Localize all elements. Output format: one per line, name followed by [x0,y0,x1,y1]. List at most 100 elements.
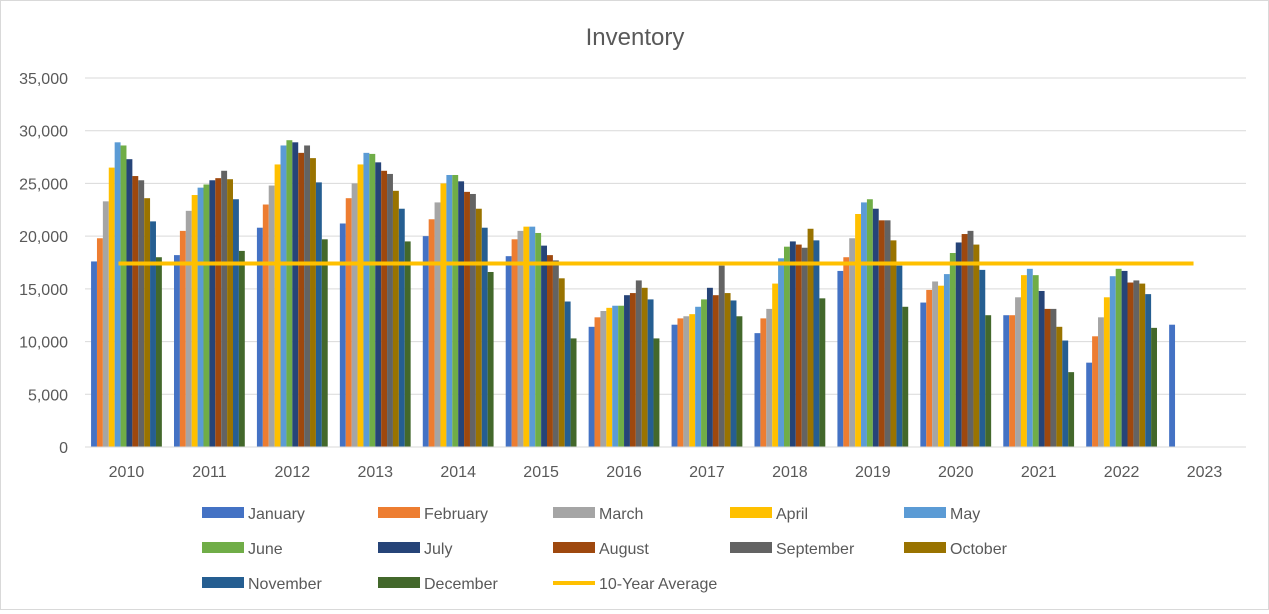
bar-2019-june [866,199,873,447]
legend-label: January [248,506,305,523]
bar-2010-march [102,201,109,447]
bar-2013-september [387,173,393,447]
bar-2012-december [321,239,328,447]
y-tick-label: 15,000 [19,282,68,299]
bar-2014-october [475,208,482,447]
bar-2013-april [357,164,364,448]
bar-2013-december [404,241,411,447]
bar-2019-august [878,220,885,447]
bar-2012-june [286,140,293,447]
bar-2010-august [132,176,139,447]
bar-2021-january [1003,315,1010,447]
bar-2022-september [1133,280,1140,447]
bar-2012-november [315,182,322,448]
bar-2010-september [138,180,145,447]
y-tick-label: 30,000 [19,124,68,141]
bar-2020-july [955,242,962,447]
bar-2019-july [872,208,879,447]
bar-2012-august [298,152,305,447]
bar-2016-july [624,295,630,447]
y-tick-label: 20,000 [19,229,68,246]
x-tick-label: 2020 [938,464,974,481]
legend-swatch [553,507,595,518]
bar-2016-june [618,305,625,447]
legend-swatch [202,577,244,588]
x-axis: 2010 2011 2012 2013 2014 2015 2016 2017 2018 2019… [85,446,1246,481]
legend-item-july: July [378,541,452,558]
bar-2017-january [671,324,678,447]
bar-2016-november [647,299,654,447]
legend-label: 10-Year Average [599,576,717,593]
bar-2014-august [464,191,470,447]
legend-label: July [424,541,452,558]
x-tick-label: 2010 [109,464,145,481]
bar-2013-january [339,223,346,447]
bar-2010-april [108,167,115,447]
bar-2018-march [766,308,773,447]
bar-2020-june [949,253,956,447]
bar-2016-october [641,287,648,447]
bar-2011-november [232,199,239,447]
legend-swatch [202,542,244,553]
bar-2019-september [884,220,891,447]
bar-2021-october [1056,326,1063,447]
bar-2017-march [683,316,690,447]
bar-2016-march [600,310,607,447]
bar-2011-june [203,184,210,448]
bar-2018-september [801,247,808,447]
bar-2019-march [849,238,856,447]
bar-2012-july [292,142,299,447]
bar-2010-february [96,238,103,447]
bar-2016-september [635,280,642,447]
bar-2016-february [594,317,601,447]
bar-2019-december [902,306,909,447]
legend-label: September [776,541,855,558]
bar-2018-february [760,318,767,447]
y-tick-label: 10,000 [19,335,68,352]
bar-2020-march [932,281,939,447]
x-tick-label: 2021 [1021,464,1057,481]
bar-2014-december [487,271,494,447]
bar-2010-october [144,198,151,447]
bar-2013-march [351,183,358,447]
bar-2016-april [606,307,613,447]
y-axis: 0 5,000 10,000 15,000 20,000 25,000 30,000 35,0… [19,71,68,457]
bar-2014-june [452,174,459,447]
bar-2022-december [1151,327,1158,447]
bar-2017-february [677,318,684,447]
bar-2021-september [1050,308,1057,447]
bar-2023-january [1169,324,1176,447]
bar-2021-august [1044,308,1051,447]
bar-2022-february [1092,336,1099,447]
bar-2015-november [564,301,571,447]
bar-2019-october [890,240,897,447]
bar-2020-september [967,230,974,447]
bar-2022-april [1103,297,1110,447]
bar-2018-july [789,241,796,447]
bar-2019-may [861,202,867,447]
bar-2021-november [1062,340,1069,447]
bar-2018-november [813,240,820,447]
bar-2019-february [843,257,850,447]
bars [91,140,1176,448]
bar-2021-march [1015,297,1021,447]
legend-label: December [424,576,498,593]
bar-2010-november [150,221,156,447]
legend-item-february: February [378,506,488,523]
legend: January February March April May June July Augu… [202,506,1008,593]
bar-2018-december [819,298,826,447]
legend-item-august: August [553,541,649,558]
bar-2022-june [1115,268,1122,447]
bar-2015-july [541,245,548,447]
legend-label: November [248,576,322,593]
bar-2011-september [221,170,228,447]
bar-2012-february [262,204,269,447]
bar-2015-march [517,230,524,447]
x-tick-label: 2019 [855,464,891,481]
bar-2016-december [653,338,660,447]
bar-2015-february [511,239,518,447]
bar-2015-june [535,232,542,447]
legend-item-october: October [904,541,1008,558]
